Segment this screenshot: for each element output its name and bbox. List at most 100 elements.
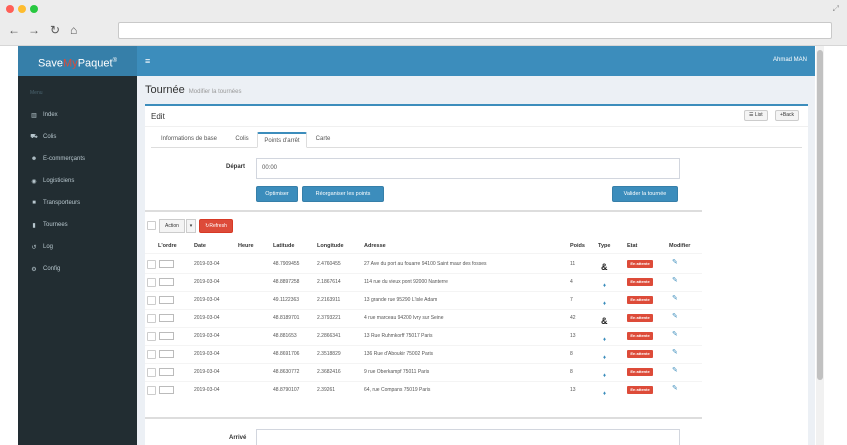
row-checkbox[interactable]: [147, 278, 156, 287]
scrollbar-thumb[interactable]: [817, 50, 823, 380]
home-icon[interactable]: ⌂: [70, 23, 78, 37]
edit-icon[interactable]: ✎: [672, 385, 678, 392]
col-header-etat[interactable]: Etat: [627, 243, 638, 249]
order-input[interactable]: [159, 314, 174, 322]
user-name[interactable]: Ahmad MAN: [772, 57, 807, 63]
row-checkbox[interactable]: [147, 386, 156, 395]
edit-icon[interactable]: ✎: [672, 259, 678, 266]
forward-arrow-icon[interactable]: →: [28, 23, 40, 37]
status-badge: En attente: [627, 368, 653, 376]
expand-icon[interactable]: ⤢: [832, 4, 839, 13]
cell-longitude: 2.3682416: [317, 369, 341, 375]
order-input[interactable]: [159, 332, 174, 340]
order-input[interactable]: [159, 368, 174, 376]
edit-icon[interactable]: ✎: [672, 277, 678, 284]
action-button[interactable]: Action: [159, 219, 185, 233]
sidebar-item-tournees[interactable]: ▮ Tournees: [18, 214, 137, 236]
reorganiser-button[interactable]: Réorganiser les points: [302, 186, 384, 202]
back-arrow-icon[interactable]: ←: [8, 23, 20, 37]
edit-icon[interactable]: ✎: [672, 295, 678, 302]
tab-colis[interactable]: Colis: [229, 132, 255, 148]
back-button-label: Back: [782, 112, 795, 118]
list-button[interactable]: ☰ List: [744, 110, 768, 121]
col-header-type[interactable]: Type: [598, 243, 611, 249]
cell-latitude: 48.7909455: [273, 261, 300, 267]
col-header-date[interactable]: Date: [194, 243, 206, 249]
truck-icon: ◉: [31, 178, 37, 185]
optimiser-button[interactable]: Optimiser: [256, 186, 298, 202]
col-header-ordre[interactable]: L'ordre: [158, 243, 177, 249]
sidebar-item-label: Config: [43, 266, 61, 272]
cell-poids: 8: [570, 351, 573, 357]
sidebar-item-transporteurs[interactable]: ■ Transporteurs: [18, 192, 137, 214]
sidebar-item-ecommercants[interactable]: ☻ E-commerçants: [18, 148, 137, 170]
col-header-heure[interactable]: Heure: [238, 243, 254, 249]
row-checkbox[interactable]: [147, 350, 156, 359]
sidebar-item-index[interactable]: ▥ Index: [18, 104, 137, 126]
sidebar-item-label: Logisticiens: [43, 178, 75, 184]
sidebar: Menu ▥ Index ⛟ Colis ☻ E-commerçants ◉ Logis…: [18, 76, 137, 445]
caret-down-icon: ▾: [189, 223, 193, 229]
edit-icon[interactable]: ✎: [672, 331, 678, 338]
col-header-adresse[interactable]: Adresse: [364, 243, 386, 249]
order-input[interactable]: [159, 386, 174, 394]
edit-icon[interactable]: ✎: [672, 313, 678, 320]
reload-icon[interactable]: ↻: [50, 23, 61, 37]
maximize-window-icon[interactable]: [30, 5, 38, 13]
arrive-input[interactable]: [256, 429, 680, 445]
list-button-label: List: [754, 112, 763, 118]
sidebar-item-logisticiens[interactable]: ◉ Logisticiens: [18, 170, 137, 192]
bar-chart-icon: ▥: [31, 112, 37, 119]
sidebar-header: Menu: [30, 90, 43, 96]
minimize-window-icon[interactable]: [18, 5, 26, 13]
row-checkbox[interactable]: [147, 260, 156, 269]
edit-icon[interactable]: ✎: [672, 367, 678, 374]
col-header-modifier[interactable]: Modifier: [669, 243, 691, 249]
cell-poids: 13: [570, 387, 576, 393]
url-bar[interactable]: [118, 22, 832, 39]
close-window-icon[interactable]: [6, 5, 14, 13]
section-divider: [145, 210, 702, 212]
col-header-latitude[interactable]: Latitude: [273, 243, 295, 249]
ampersand-type-icon: &: [601, 262, 608, 272]
tab-points-arret[interactable]: Points d'arrêt: [257, 132, 307, 148]
map-pin-type-icon: ♦: [603, 337, 607, 343]
tab-informations[interactable]: Informations de base: [151, 132, 227, 148]
row-checkbox[interactable]: [147, 296, 156, 305]
hamburger-menu-icon[interactable]: ≡: [145, 56, 151, 66]
sidebar-item-log[interactable]: ↺ Log: [18, 236, 137, 258]
tab-label: Colis: [235, 136, 249, 142]
action-dropdown-toggle[interactable]: ▾: [186, 219, 196, 233]
sidebar-item-colis[interactable]: ⛟ Colis: [18, 126, 137, 148]
row-divider: [145, 309, 702, 310]
logo-registered-mark: ®: [112, 58, 118, 64]
valider-tournee-button[interactable]: Valider la tournée: [612, 186, 678, 202]
status-badge: En attente: [627, 296, 653, 304]
edit-icon[interactable]: ✎: [672, 349, 678, 356]
depart-input[interactable]: 00:00: [256, 158, 680, 179]
order-input[interactable]: [159, 350, 174, 358]
back-button[interactable]: +Back: [775, 110, 800, 121]
cell-longitude: 2.3793221: [317, 315, 341, 321]
order-input[interactable]: [159, 278, 174, 286]
order-input[interactable]: [159, 296, 174, 304]
cell-latitude: 48.8897258: [273, 279, 300, 285]
refresh-button[interactable]: ↻Refresh: [199, 219, 233, 233]
map-pin-type-icon: ♦: [603, 373, 607, 379]
car-icon: ■: [32, 200, 36, 206]
col-header-longitude[interactable]: Longitude: [317, 243, 344, 249]
sidebar-item-config[interactable]: ⚙ Config: [18, 258, 137, 280]
select-all-checkbox[interactable]: [147, 221, 156, 230]
cell-longitude: 2.3518829: [317, 351, 341, 357]
order-input[interactable]: [159, 260, 174, 268]
cart-icon: ⛟: [30, 134, 38, 140]
col-header-poids[interactable]: Poids: [570, 243, 585, 249]
status-badge: En attente: [627, 278, 653, 286]
row-checkbox[interactable]: [147, 332, 156, 341]
tab-carte[interactable]: Carte: [309, 132, 337, 148]
logo[interactable]: SaveMyPaquet®: [18, 46, 137, 76]
page-scrollbar[interactable]: [816, 46, 824, 445]
row-checkbox[interactable]: [147, 314, 156, 323]
row-checkbox[interactable]: [147, 368, 156, 377]
header-divider: [145, 253, 702, 254]
